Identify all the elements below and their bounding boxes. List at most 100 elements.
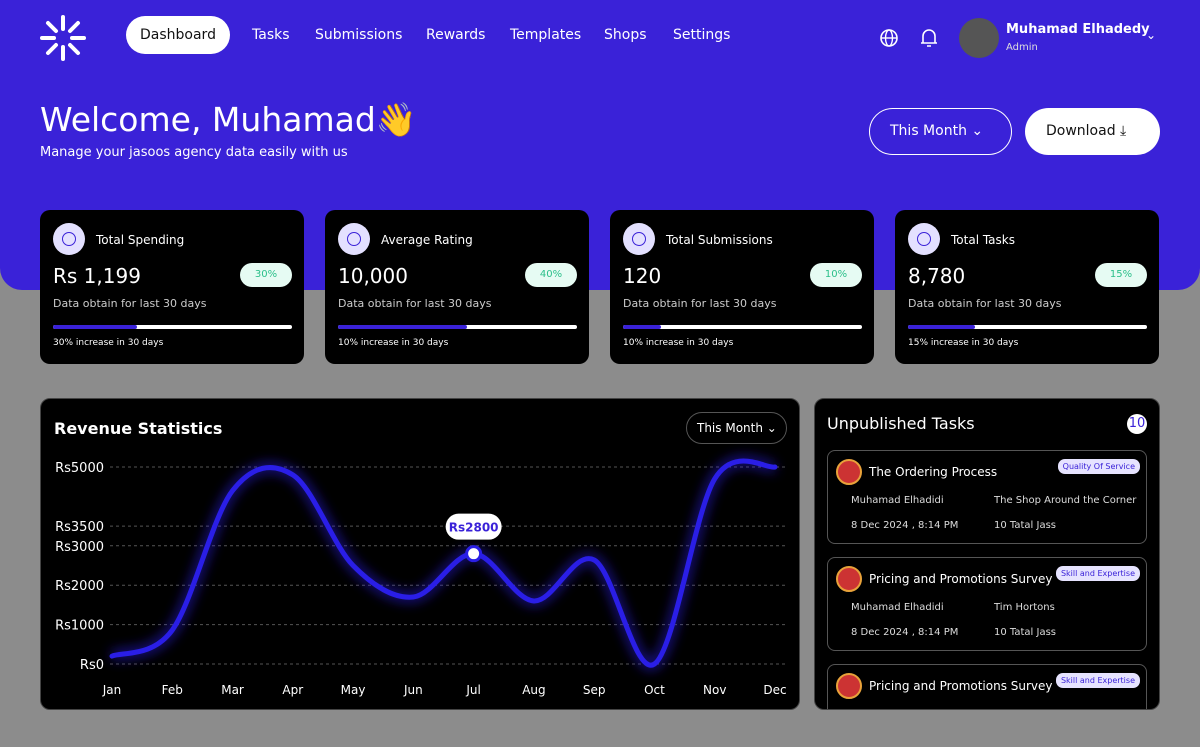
stat-footer: 10% increase in 30 days [623, 338, 734, 348]
nav-item[interactable]: Submissions [315, 27, 403, 43]
stat-footer: 30% increase in 30 days [53, 338, 164, 348]
y-tick-label: Rs2000 [55, 579, 104, 594]
data-label: Rs2800 [449, 521, 499, 535]
stat-card: Total Submissions 120 10% Data obtain for l… [610, 210, 874, 364]
user-role: Admin [1006, 42, 1038, 53]
task-tag: Skill and Expertise [1055, 566, 1140, 581]
progress-track [623, 325, 862, 329]
progress-fill [623, 325, 662, 329]
nav-item[interactable]: Tasks [252, 27, 290, 43]
task-icon [836, 459, 862, 485]
task-title: Pricing and Promotions Survey [869, 679, 1053, 693]
stat-label: Total Spending [96, 233, 185, 247]
y-tick-label: Rs1000 [55, 619, 104, 634]
stat-note: Data obtain for last 30 days [908, 297, 1062, 310]
welcome-title: Welcome, Muhamad👋 [40, 100, 417, 139]
x-tick-label: Aug [522, 683, 545, 697]
task-title: Pricing and Promotions Survey [869, 572, 1053, 586]
task-author: Muhamad Elhadidi [851, 602, 944, 613]
stat-badge: 40% [525, 263, 577, 287]
stat-badge: 15% [1095, 263, 1147, 287]
nav-item[interactable]: Settings [673, 27, 731, 43]
task-icon [836, 673, 862, 699]
x-tick-label: Sep [583, 683, 606, 697]
task-card[interactable]: Pricing and Promotions Survey Skill and E… [827, 664, 1147, 709]
progress-track [338, 325, 577, 329]
stat-icon [623, 223, 655, 255]
stat-note: Data obtain for last 30 days [53, 297, 207, 310]
x-tick-label: Feb [162, 683, 183, 697]
progress-track [908, 325, 1147, 329]
filter-button[interactable]: This Month ⌄ [869, 108, 1012, 155]
line [109, 458, 778, 668]
stat-card: Average Rating 10,000 40% Data obtain for l… [325, 210, 589, 364]
tooltip-bg [445, 513, 502, 540]
stat-label: Total Tasks [951, 233, 1015, 247]
highlight-point [465, 545, 483, 563]
stat-footer: 10% increase in 30 days [338, 338, 449, 348]
task-card[interactable]: The Ordering Process Quality Of Service Mu… [827, 450, 1147, 544]
stat-icon [908, 223, 940, 255]
user-name: Muhamad Elhadedy [1006, 22, 1150, 37]
stat-badge: 30% [240, 263, 292, 287]
x-tick-label: Oct [644, 683, 665, 697]
chart-panel: Revenue Statistics This Month ⌄ [40, 398, 800, 710]
stat-label: Average Rating [381, 233, 473, 247]
stat-value: 10,000 [338, 264, 408, 288]
y-tick-label: Rs5000 [55, 461, 104, 476]
progress-fill [53, 325, 137, 329]
task-tag: Quality Of Service [1057, 459, 1140, 474]
stat-value: 8,780 [908, 264, 966, 288]
stat-footer: 15% increase in 30 days [908, 338, 1019, 348]
task-jass: 10 Tatal Jass [994, 520, 1056, 531]
stat-card: Total Tasks 8,780 15% Data obtain for last … [895, 210, 1159, 364]
x-tick-label: May [341, 683, 366, 697]
header-icons[interactable] [878, 27, 940, 49]
x-tick-label: Dec [763, 683, 786, 697]
chevron[interactable]: ⌄ [1146, 28, 1157, 42]
progress-track [53, 325, 292, 329]
y-tick-label: Rs3000 [55, 540, 104, 555]
x-tick-label: Nov [703, 683, 726, 697]
stat-value: 120 [623, 264, 662, 288]
x-tick-label: Jun [403, 683, 423, 697]
x-tick-label: Apr [282, 683, 303, 697]
stat-card: Total Spending Rs 1,199 30% Data obtain for… [40, 210, 304, 364]
tasks-title: Unpublished Tasks [827, 414, 975, 433]
chart-title: Revenue Statistics [54, 419, 223, 438]
y-tick-label: Rs3500 [55, 520, 104, 535]
task-jass: 10 Tatal Jass [994, 627, 1056, 638]
stat-note: Data obtain for last 30 days [338, 297, 492, 310]
task-title: The Ordering Process [869, 465, 998, 479]
logo[interactable] [40, 15, 86, 61]
task-icon [836, 566, 862, 592]
avatar[interactable] [959, 18, 999, 58]
download-button[interactable]: Download ⤓ [1025, 108, 1160, 155]
stat-icon [53, 223, 85, 255]
task-date: 8 Dec 2024 , 8:14 PM [851, 627, 959, 638]
nav-item[interactable]: Rewards [426, 27, 486, 43]
task-shop: Tim Hortons [994, 602, 1055, 613]
chart: Rs0 Rs1000 Rs2000 Rs3000 Rs3500 Rs5000 Jan Feb M… [55, 456, 788, 697]
nav-item[interactable]: Shops [604, 27, 647, 43]
task-author: Muhamad Elhadidi [851, 495, 944, 506]
stat-label: Total Submissions [666, 233, 773, 247]
task-date: 8 Dec 2024 , 8:14 PM [851, 520, 959, 531]
chart-filter[interactable]: This Month ⌄ [686, 412, 787, 444]
x-tick-label: Jan [102, 683, 122, 697]
y-tick-label: Rs0 [80, 658, 104, 673]
x-tick-label: Jul [465, 683, 480, 697]
task-tag: Skill and Expertise [1055, 673, 1140, 688]
tasks-panel: Unpublished Tasks 10 The Ordering Proces… [814, 398, 1160, 710]
welcome-subtitle: Manage your jasoos agency data easily wi… [40, 145, 348, 160]
line-glow [110, 456, 776, 671]
nav-item[interactable]: Templates [510, 27, 582, 43]
progress-fill [338, 325, 468, 329]
chart-filter-label: This Month [697, 421, 763, 435]
stat-icon [338, 223, 370, 255]
stat-value: Rs 1,199 [53, 264, 141, 288]
task-card[interactable]: Pricing and Promotions Survey Skill and E… [827, 557, 1147, 651]
x-tick-label: Mar [221, 683, 244, 697]
nav-item[interactable]: Dashboard [126, 16, 230, 54]
